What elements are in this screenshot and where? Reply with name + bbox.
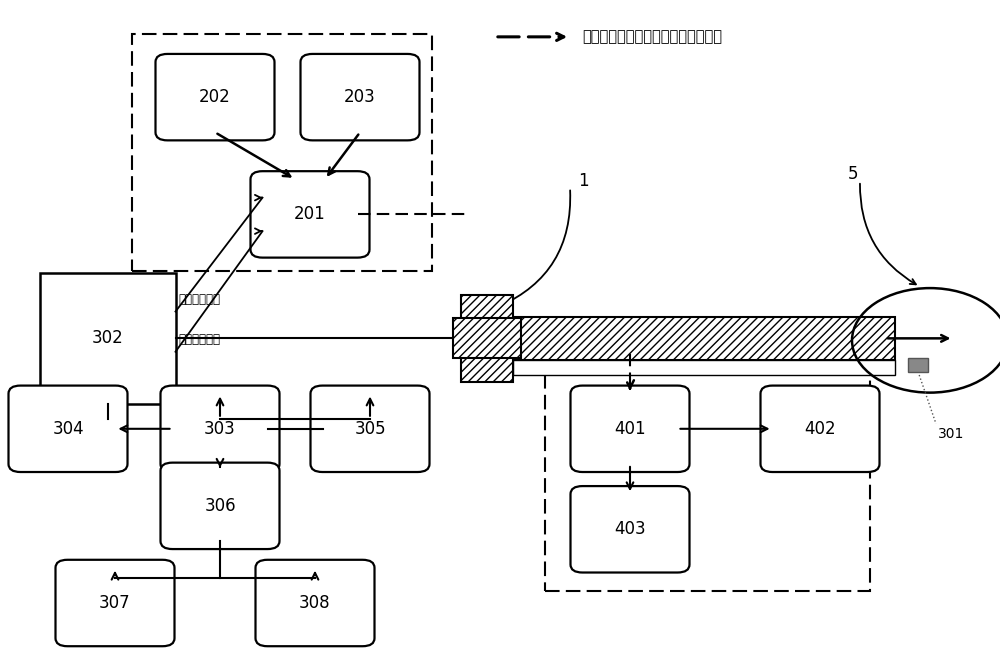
Bar (132, 34, 432, 271)
Text: 301: 301 (938, 427, 964, 441)
FancyBboxPatch shape (9, 386, 128, 472)
Text: 302: 302 (92, 330, 124, 347)
FancyBboxPatch shape (250, 172, 370, 258)
FancyBboxPatch shape (310, 386, 430, 472)
Bar (545, 370, 870, 591)
Text: 402: 402 (804, 420, 836, 438)
Text: 303: 303 (204, 420, 236, 438)
FancyBboxPatch shape (155, 54, 274, 141)
Bar (453, 318, 521, 358)
Text: 305: 305 (354, 420, 386, 438)
Bar (40, 273, 176, 403)
FancyBboxPatch shape (761, 386, 880, 472)
FancyBboxPatch shape (570, 386, 690, 472)
Text: 306: 306 (204, 497, 236, 515)
Bar (461, 295, 513, 382)
Text: 202: 202 (199, 88, 231, 106)
FancyBboxPatch shape (570, 486, 690, 572)
Bar (513, 317, 895, 360)
Text: 长划线虚线箭头示意术中冲洗液流向: 长划线虚线箭头示意术中冲洗液流向 (582, 29, 722, 44)
Text: 307: 307 (99, 594, 131, 612)
FancyBboxPatch shape (160, 386, 279, 472)
FancyBboxPatch shape (300, 54, 420, 141)
FancyBboxPatch shape (256, 560, 374, 646)
Text: 403: 403 (614, 521, 646, 538)
Bar (513, 360, 895, 375)
Text: 203: 203 (344, 88, 376, 106)
FancyBboxPatch shape (160, 463, 279, 549)
Text: 5: 5 (848, 165, 858, 183)
Text: 401: 401 (614, 420, 646, 438)
Bar (908, 358, 928, 371)
Text: 实时温度反馈: 实时温度反馈 (178, 334, 220, 346)
Text: 实时压力反馈: 实时压力反馈 (178, 293, 220, 306)
FancyBboxPatch shape (56, 560, 175, 646)
Text: 1: 1 (578, 172, 589, 190)
Text: 308: 308 (299, 594, 331, 612)
Text: 201: 201 (294, 206, 326, 223)
Text: 304: 304 (52, 420, 84, 438)
